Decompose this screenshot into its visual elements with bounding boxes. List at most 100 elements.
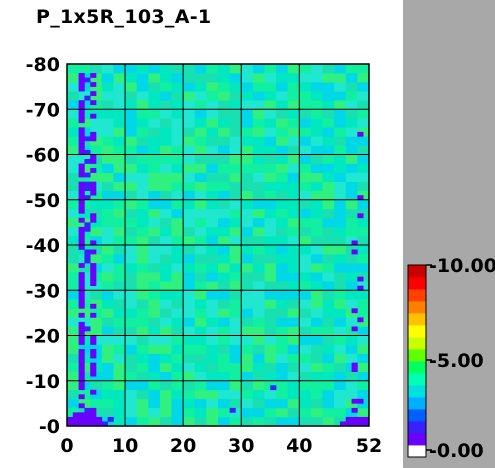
heatmap-cell — [67, 118, 79, 128]
heatmap-cell — [310, 181, 323, 191]
heatmap-cell — [218, 208, 230, 219]
heatmap-cell — [322, 263, 335, 273]
heatmap-cell — [183, 145, 196, 155]
heatmap-cell-low — [78, 204, 85, 210]
heatmap-cell — [310, 353, 323, 363]
heatmap-cell — [322, 154, 335, 164]
heatmap-cell — [90, 326, 103, 336]
heatmap-cell — [206, 109, 219, 119]
heatmap-cell — [136, 416, 149, 427]
heatmap-cell — [357, 163, 370, 173]
heatmap-cell — [183, 163, 196, 173]
heatmap-cell — [183, 109, 196, 119]
heatmap-cell — [101, 299, 114, 309]
heatmap-cell — [299, 308, 312, 318]
y-tick-label: -60 — [26, 145, 60, 167]
heatmap-cell — [322, 136, 335, 146]
heatmap-cell — [310, 398, 323, 409]
heatmap-cell — [90, 226, 103, 237]
heatmap-cell — [67, 172, 79, 182]
heatmap-cell — [241, 235, 254, 246]
heatmap-cell — [148, 82, 161, 92]
heatmap-cell — [287, 389, 300, 400]
heatmap-cell — [310, 199, 323, 210]
heatmap-cell — [90, 254, 103, 264]
heatmap-cell-low — [90, 281, 97, 287]
heatmap-cell-low — [90, 272, 97, 277]
heatmap-cell — [206, 64, 219, 74]
heatmap-cell — [113, 281, 126, 291]
heatmap-cell — [264, 407, 277, 418]
heatmap-cell — [206, 208, 219, 219]
heatmap-cell — [357, 235, 370, 246]
heatmap-cell — [229, 64, 242, 74]
heatmap-cell — [229, 326, 242, 336]
heatmap-cell — [159, 362, 172, 372]
heatmap-cell — [206, 118, 219, 128]
y-tick-label: -80 — [26, 54, 60, 76]
heatmap-cell — [101, 208, 114, 219]
heatmap-cell — [241, 371, 254, 382]
colorbar-segment — [408, 433, 426, 446]
heatmap-cell — [171, 235, 184, 246]
heatmap-cell — [125, 163, 137, 173]
heatmap-cell — [322, 290, 335, 300]
heatmap-cell — [206, 317, 219, 327]
heatmap-cell — [334, 308, 347, 318]
heatmap-cell — [171, 344, 184, 354]
heatmap-cell-low — [90, 240, 97, 246]
heatmap-cell — [218, 64, 230, 74]
heatmap-cell — [229, 217, 242, 228]
heatmap-cell-low — [351, 240, 358, 246]
heatmap-cell — [357, 82, 370, 92]
heatmap-cell — [218, 118, 230, 128]
heatmap-cell — [194, 326, 207, 336]
heatmap-cell — [322, 299, 335, 309]
heatmap-cell — [299, 82, 312, 92]
heatmap-cell — [183, 326, 196, 336]
heatmap-cell — [101, 226, 114, 237]
heatmap-cell — [357, 245, 370, 255]
heatmap-cell — [206, 82, 219, 92]
heatmap-cell — [299, 344, 312, 354]
heatmap-cell — [171, 263, 184, 273]
heatmap-cell — [101, 245, 114, 255]
heatmap-cell — [287, 326, 300, 336]
heatmap-cell — [148, 317, 161, 327]
heatmap-cell — [276, 190, 288, 201]
heatmap-cell — [357, 335, 370, 345]
heatmap-cell — [218, 290, 230, 300]
heatmap-cell — [334, 362, 347, 372]
heatmap-cell-low — [357, 421, 364, 427]
heatmap-cell-low — [90, 168, 97, 173]
heatmap-cell — [299, 326, 312, 336]
heatmap-cell-low — [90, 362, 97, 368]
heatmap-cell — [159, 380, 172, 391]
heatmap-cell — [136, 118, 149, 128]
heatmap-cell — [218, 398, 230, 409]
heatmap-cell — [310, 272, 323, 282]
heatmap-cell — [241, 163, 254, 173]
heatmap-cell — [241, 64, 254, 74]
heatmap-cell — [90, 317, 103, 327]
heatmap-cell — [206, 407, 219, 418]
heatmap-cell — [322, 416, 335, 427]
heatmap-cell — [357, 389, 370, 400]
heatmap-cell — [183, 82, 196, 92]
heatmap-cell-low — [90, 412, 97, 418]
heatmap-cell — [206, 272, 219, 282]
heatmap-cell — [67, 335, 79, 345]
heatmap-cell — [264, 64, 277, 74]
heatmap-cell — [334, 208, 347, 219]
heatmap-cell — [148, 181, 161, 191]
heatmap-cell — [171, 190, 184, 201]
heatmap-cell — [183, 217, 196, 228]
heatmap-cell — [357, 263, 370, 273]
heatmap-cell — [206, 91, 219, 101]
heatmap-cell — [229, 145, 242, 155]
heatmap-cell — [113, 118, 126, 128]
heatmap-cell — [276, 281, 288, 291]
heatmap-cell — [299, 263, 312, 273]
heatmap-cell — [299, 181, 312, 191]
heatmap-cell — [229, 181, 242, 191]
